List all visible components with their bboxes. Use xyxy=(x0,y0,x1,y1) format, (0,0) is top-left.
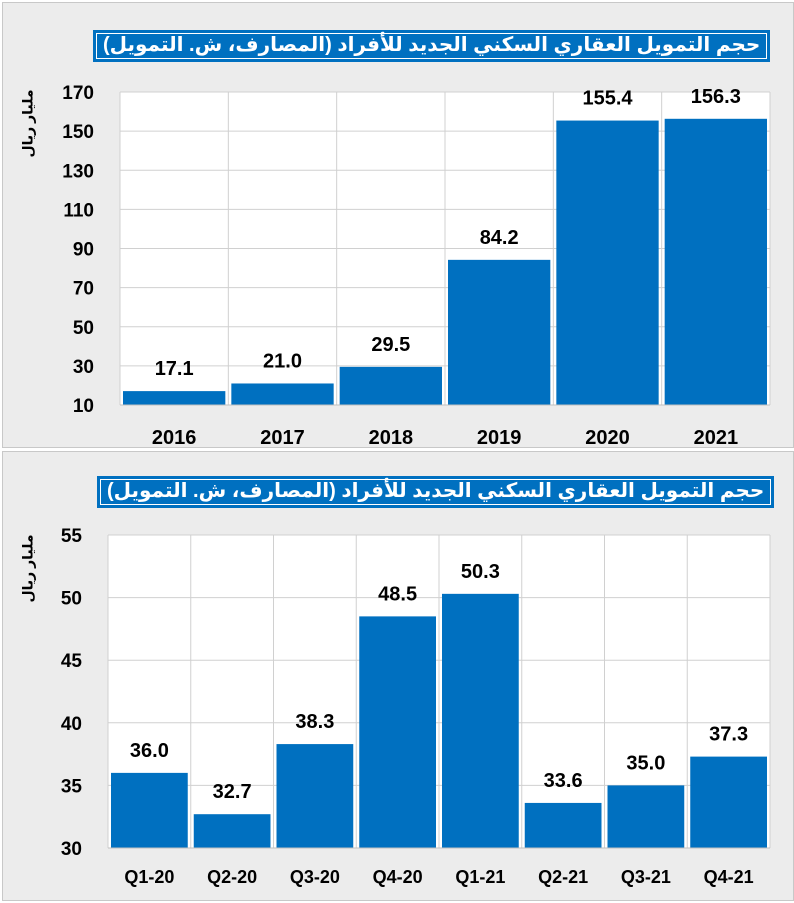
annual-bar-chart: 10 30 50 70 90 110 130 150 170 17.1 2016 21.0 2017 29… xyxy=(62,83,771,447)
data-label: 29.5 xyxy=(371,334,410,356)
y-tick-label: 130 xyxy=(62,161,94,182)
bar-2019 xyxy=(448,259,551,405)
y-tick-label: 50 xyxy=(61,589,82,610)
bar-2018 xyxy=(339,366,442,405)
bar-2021 xyxy=(664,118,767,405)
data-label: 32.7 xyxy=(213,781,252,803)
x-tick-label: Q3-21 xyxy=(621,867,671,887)
data-label: 38.3 xyxy=(295,711,334,733)
chart-title-annual: حجم التمويل العقاري السكني الجديد للأفرا… xyxy=(93,30,771,62)
y-tick-label: 40 xyxy=(61,714,82,735)
chart-panel-annual: 10 30 50 70 90 110 130 150 170 17.1 2016 21.0 2017 29… xyxy=(2,2,794,448)
y-tick-label: 30 xyxy=(61,839,82,860)
y-tick-label: 50 xyxy=(73,318,94,339)
x-tick-label: 2016 xyxy=(152,427,197,447)
bar-Q3-21 xyxy=(607,785,685,848)
x-tick-label: 2018 xyxy=(369,427,414,447)
bar-2017 xyxy=(231,383,334,405)
data-label: 36.0 xyxy=(130,740,169,762)
y-tick-label: 35 xyxy=(61,776,83,797)
bar-Q2-21 xyxy=(524,802,602,848)
data-label: 33.6 xyxy=(544,770,583,792)
data-label: 156.3 xyxy=(691,86,741,108)
x-tick-label: Q2-20 xyxy=(207,867,257,887)
data-label: 155.4 xyxy=(582,88,633,110)
y-tick-label: 150 xyxy=(62,122,94,143)
bar-Q2-20 xyxy=(193,814,271,848)
x-tick-label: 2020 xyxy=(585,427,630,447)
y-axis-label-annual: مليار ريال xyxy=(19,89,36,158)
data-label: 35.0 xyxy=(626,752,665,774)
data-label: 17.1 xyxy=(155,358,194,380)
bar-Q4-20 xyxy=(359,616,436,848)
x-tick-label: 2019 xyxy=(477,427,522,447)
y-tick-label: 170 xyxy=(62,83,94,104)
chart-title-quarterly: حجم التمويل العقاري السكني الجديد للأفرا… xyxy=(97,476,775,508)
bar-2016 xyxy=(123,391,226,405)
bar-Q3-20 xyxy=(276,744,354,848)
x-tick-label: Q1-20 xyxy=(124,867,174,887)
x-tick-label: Q2-21 xyxy=(538,867,588,887)
x-tick-label: Q4-20 xyxy=(373,867,423,887)
data-label: 84.2 xyxy=(480,227,519,249)
y-tick-label: 30 xyxy=(73,357,94,378)
y-tick-label: 45 xyxy=(61,651,83,672)
chart-panel-quarterly: 30 35 40 45 50 55 36.0 Q1-20 32.7 Q2-20 38.3 Q3-20 4… xyxy=(2,451,794,901)
data-label: 50.3 xyxy=(461,561,500,583)
y-tick-label: 55 xyxy=(61,526,83,547)
x-tick-label: Q1-21 xyxy=(455,867,505,887)
y-axis-label-quarterly: مليار ريال xyxy=(19,534,36,603)
data-label: 21.0 xyxy=(263,350,302,372)
y-tick-label: 90 xyxy=(73,240,94,261)
bar-2020 xyxy=(556,120,659,405)
y-tick-label: 110 xyxy=(63,200,94,221)
quarterly-bar-chart: 30 35 40 45 50 55 36.0 Q1-20 32.7 Q2-20 38.3 Q3-20 4… xyxy=(61,526,771,887)
x-tick-label: 2017 xyxy=(260,427,305,447)
x-tick-label: Q4-21 xyxy=(704,867,754,887)
bar-Q1-20 xyxy=(111,772,188,848)
bar-Q1-21 xyxy=(442,593,519,848)
data-label: 48.5 xyxy=(378,583,417,605)
x-tick-label: Q3-20 xyxy=(290,867,340,887)
data-label: 37.3 xyxy=(709,724,748,746)
y-tick-label: 70 xyxy=(73,279,94,300)
y-tick-label: 10 xyxy=(73,396,94,417)
x-tick-label: 2021 xyxy=(694,427,739,447)
bar-Q4-21 xyxy=(690,756,767,848)
